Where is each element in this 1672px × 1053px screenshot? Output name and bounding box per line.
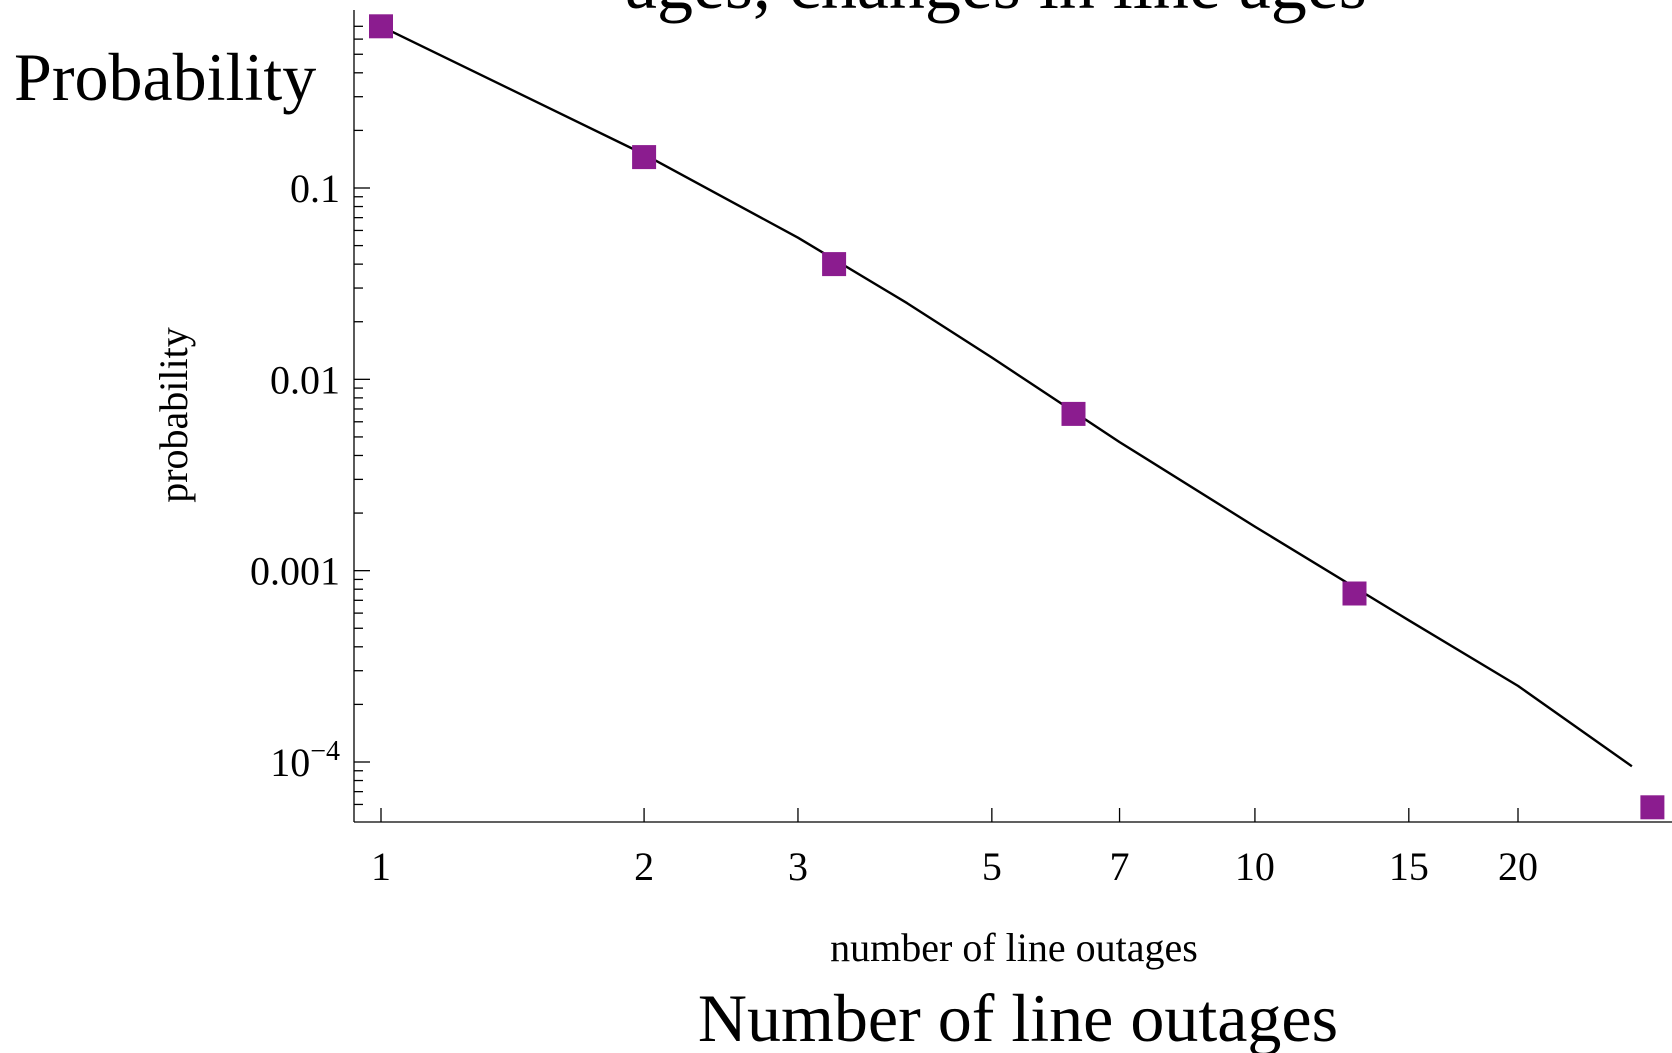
axes [353,10,1672,823]
fit-line [380,25,1633,768]
x-axis-ticks: 1 2 3 5 7 10 15 20 [371,808,1538,889]
y-tick-label: 0.001 [250,549,340,594]
data-point-marker [1061,401,1086,426]
x-axis-title: number of line outages [830,925,1198,970]
x-tick-label: 5 [982,844,1002,889]
x-tick-label: 10 [1235,844,1275,889]
data-markers [369,14,1665,820]
x-tick-label: 1 [371,844,391,889]
data-point-marker [369,14,393,39]
x-tick-label: 7 [1110,844,1130,889]
y-axis-ticks: 10−4 0.001 0.01 0.1 [250,25,370,806]
y-tick-label: 10−4 [270,736,340,785]
fit-curve [380,25,1633,768]
x-tick-label: 2 [634,844,654,889]
data-point-marker [1640,795,1665,820]
y-tick-label: 0.01 [270,357,340,402]
outer-y-axis-title: Probability [14,39,316,115]
x-tick-label: 15 [1389,844,1429,889]
data-point-marker [1342,581,1367,606]
data-point-marker [632,145,657,170]
outer-x-axis-title: Number of line outages [698,980,1338,1053]
clipped-top-title: ages, changes in line ages [625,0,1367,24]
y-tick-label: 0.1 [290,166,340,211]
x-tick-label: 3 [788,844,808,889]
x-tick-label: 20 [1498,844,1538,889]
y-axis-title: probability [151,327,196,503]
data-point-marker [822,252,847,277]
